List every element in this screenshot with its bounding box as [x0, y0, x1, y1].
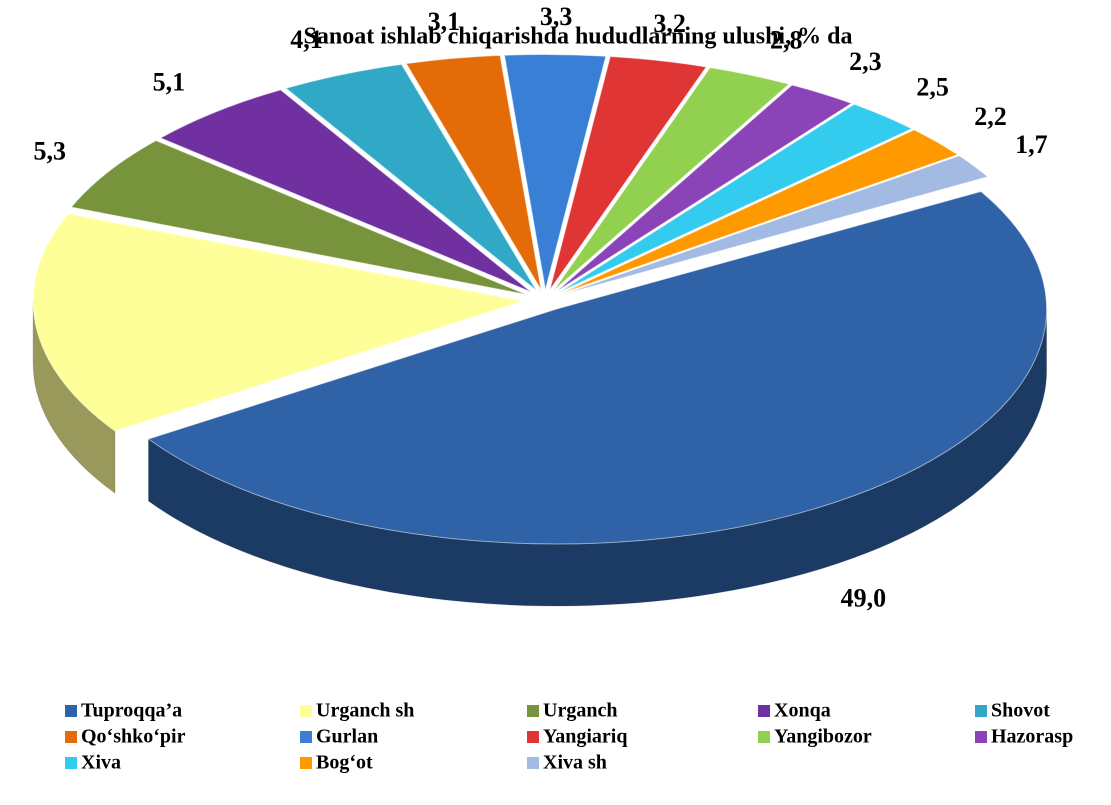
data-label: 5,1 — [153, 68, 186, 97]
slice — [70, 140, 527, 295]
legend-label: Qo‘shko‘pir — [81, 726, 186, 748]
legend-swatch — [758, 731, 770, 743]
slice — [563, 155, 989, 295]
legend-swatch — [975, 705, 987, 717]
legend-label: Xiva sh — [543, 752, 607, 774]
data-label: 2,5 — [916, 73, 949, 102]
legend-label: Xonqa — [774, 700, 831, 722]
legend-label: Shovot — [991, 700, 1050, 722]
legend-swatch — [300, 705, 312, 717]
data-label: 3,3 — [540, 2, 573, 31]
legend-label: Xiva — [81, 752, 121, 774]
slice — [284, 63, 537, 291]
data-label: 2,3 — [849, 47, 882, 76]
data-label: 49,0 — [841, 584, 887, 613]
pie-tops — [32, 53, 1048, 545]
legend-label: Urganch sh — [316, 700, 414, 722]
legend-label: Bog‘ot — [316, 752, 373, 774]
legend-swatch — [527, 731, 539, 743]
data-label: 1,7 — [1015, 130, 1048, 159]
legend-label: Urganch — [543, 700, 617, 722]
legend-swatch — [300, 757, 312, 769]
legend: Tuproqqa’a Urganch sh Urganch Xonqa Shovot Qo… — [65, 700, 1073, 774]
legend-swatch — [65, 757, 77, 769]
data-labels: 49,015,45,35,14,13,13,33,22,82,32,52,21,… — [34, 2, 1048, 613]
slice — [549, 55, 708, 290]
slice — [553, 67, 791, 291]
legend-swatch — [65, 731, 77, 743]
legend-swatch — [527, 705, 539, 717]
legend-swatch — [975, 731, 987, 743]
legend-label: Tuproqqa’a — [81, 700, 182, 722]
slice — [147, 190, 1048, 545]
legend-label: Hazorasp — [991, 726, 1073, 748]
slice — [405, 54, 542, 290]
legend-swatch — [527, 757, 539, 769]
chart-title: Sanoat ishlab chiqarishda hududlarning u… — [304, 24, 853, 50]
legend-label: Gurlan — [316, 726, 378, 748]
data-label: 4,1 — [290, 25, 323, 54]
slice — [559, 103, 913, 293]
slice — [159, 89, 532, 293]
slice — [503, 53, 607, 290]
legend-swatch — [300, 731, 312, 743]
slice — [556, 84, 853, 292]
legend-label: Yangiariq — [543, 726, 627, 748]
slice — [561, 129, 959, 294]
data-label: 5,3 — [34, 137, 67, 166]
legend-swatch — [65, 705, 77, 717]
data-label: 3,1 — [428, 7, 461, 36]
legend-label: Yangibozor — [774, 726, 872, 748]
legend-swatch — [758, 705, 770, 717]
data-label: 2,2 — [974, 102, 1007, 131]
data-label: 3,2 — [653, 9, 686, 38]
data-label: 2,8 — [770, 26, 803, 55]
slice — [32, 213, 524, 432]
